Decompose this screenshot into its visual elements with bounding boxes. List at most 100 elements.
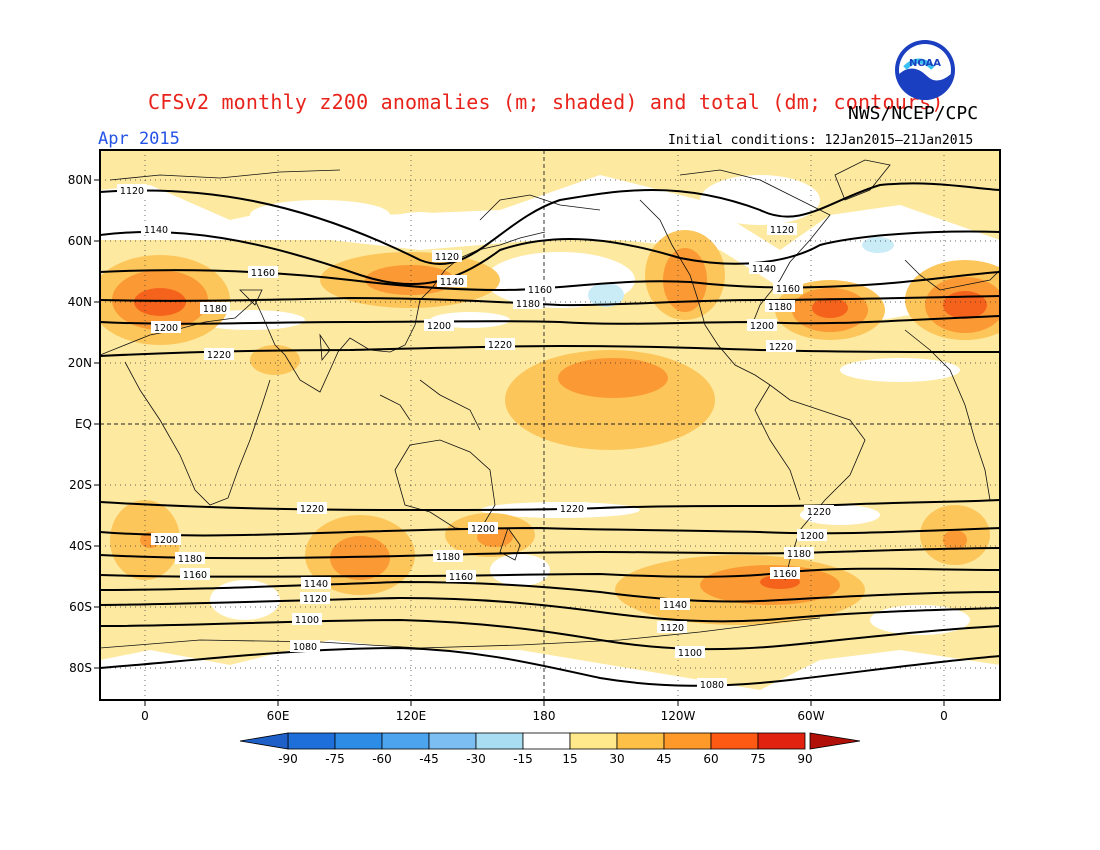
colorbar-tick-label: 30 — [609, 752, 624, 766]
contour-label: 1160 — [528, 285, 552, 296]
lat-label: 20S — [69, 478, 92, 492]
colorbar-swatch — [381, 732, 430, 750]
contour-label: 1220 — [560, 504, 584, 515]
contour-1220-north — [100, 344, 1000, 357]
contour-label: 1140 — [752, 264, 776, 275]
lon-label: 0 — [141, 709, 149, 723]
contour-label: 1120 — [770, 225, 794, 236]
lat-label: 20N — [68, 356, 92, 370]
contour-label: 1200 — [750, 321, 774, 332]
map-frame — [99, 149, 1001, 701]
colorbar-tick-label: 75 — [750, 752, 765, 766]
contour-label: 1080 — [293, 642, 317, 653]
anomaly-neutral — [195, 175, 970, 635]
contour-label: 1200 — [471, 524, 495, 535]
contour-label: 1160 — [251, 268, 275, 279]
contour-1200-north — [100, 315, 1000, 325]
contour-label: 1120 — [435, 252, 459, 263]
lon-label: 60W — [797, 709, 824, 723]
contour-1180-south — [100, 547, 1000, 560]
contour-label: 1080 — [700, 680, 724, 691]
contour-label: 1200 — [800, 531, 824, 542]
colorbar-tick-label: -45 — [419, 752, 439, 766]
contour-1160-south — [100, 567, 1000, 578]
height-contours — [100, 182, 1000, 687]
lon-label: 0 — [940, 709, 948, 723]
lat-label: 80S — [69, 661, 92, 675]
lon-label: 120E — [396, 709, 427, 723]
contour-label: 1100 — [295, 615, 319, 626]
contour-1180-north — [100, 295, 1000, 307]
lat-label: 80N — [68, 173, 92, 187]
contour-label: 1220 — [769, 342, 793, 353]
contour-1220-south — [100, 499, 1000, 512]
contour-label: 1140 — [144, 225, 168, 236]
contour-label: 1180 — [768, 302, 792, 313]
contour-1100-south — [100, 618, 1000, 651]
coastlines — [100, 159, 1000, 649]
noaa-logo: NOAA — [895, 40, 955, 100]
contour-1080-south — [100, 646, 1000, 687]
contour-1120-north — [100, 182, 1000, 266]
contour-1140-north — [100, 230, 1000, 286]
lon-label: 120W — [661, 709, 696, 723]
contour-label: 1180 — [436, 552, 460, 563]
contour-label: 1220 — [300, 504, 324, 515]
colorbar-tick-label: 90 — [797, 752, 812, 766]
colorbar-swatch — [710, 732, 759, 750]
contour-label: 1200 — [427, 321, 451, 332]
lat-label: EQ — [75, 417, 92, 431]
contour-1140-south — [100, 580, 1000, 603]
colorbar-swatch — [334, 732, 383, 750]
initial-conditions: Initial conditions: 12Jan2015–21Jan2015 — [668, 133, 974, 148]
colorbar-tick-label: -30 — [466, 752, 486, 766]
colorbar-tick-label: 60 — [703, 752, 718, 766]
lon-label: 180 — [533, 709, 556, 723]
colorbar-boxes — [287, 732, 806, 750]
contour-label: 1200 — [154, 535, 178, 546]
colorbar-swatch — [522, 732, 571, 750]
contour-label: 1120 — [660, 623, 684, 634]
latitude-labels: 80N 60N 40N 20N EQ 20S 40S 60S 80S — [68, 173, 92, 675]
contour-label: 1220 — [807, 507, 831, 518]
contour-label: 1140 — [440, 277, 464, 288]
contour-label: 1180 — [178, 554, 202, 565]
contour-label: 1180 — [203, 304, 227, 315]
lon-label: 60E — [267, 709, 290, 723]
colorbar-swatch — [428, 732, 477, 750]
contour-1120-south — [100, 596, 1000, 623]
colorbar-swatch — [475, 732, 524, 750]
contour-label: 1140 — [663, 600, 687, 611]
equator-dateline — [100, 150, 1000, 700]
contour-label: 1220 — [207, 350, 231, 361]
lat-lon-grid — [100, 150, 1000, 700]
colorbar-tick-label: 45 — [656, 752, 671, 766]
organization-label: NWS/NCEP/CPC — [848, 103, 979, 124]
lat-label: 60N — [68, 234, 92, 248]
colorbar-low-arrow — [239, 732, 289, 750]
contour-label: 1160 — [449, 572, 473, 583]
contour-label: 1140 — [304, 579, 328, 590]
contour-label: 1160 — [773, 569, 797, 580]
lat-label: 40N — [68, 295, 92, 309]
colorbar-swatch — [757, 732, 806, 750]
lat-label: 60S — [69, 600, 92, 614]
contour-label: 1180 — [516, 299, 540, 310]
colorbar-tick-label: -15 — [513, 752, 533, 766]
colorbar-tick-labels: -90 -75 -60 -45 -30 -15 15 30 45 60 75 90 — [278, 752, 812, 766]
contour-labels: 1120 1140 1160 1180 1200 1220 1120 1140 … — [117, 184, 834, 691]
colorbar-swatch — [287, 732, 336, 750]
longitude-labels: 0 60E 120E 180 120W 60W 0 — [141, 709, 948, 723]
contour-1160-north — [100, 269, 1000, 292]
contour-label: 1160 — [776, 284, 800, 295]
contour-label: 1120 — [303, 594, 327, 605]
forecast-month: Apr 2015 — [98, 129, 180, 149]
colorbar-tick-label: -75 — [325, 752, 345, 766]
contour-1200-south — [100, 526, 1000, 537]
map-title: CFSv2 monthly z200 anomalies (m; shaded)… — [148, 90, 944, 114]
colorbar-swatch — [616, 732, 665, 750]
contour-label: 1220 — [488, 340, 512, 351]
colorbar-tick-label: -60 — [372, 752, 392, 766]
